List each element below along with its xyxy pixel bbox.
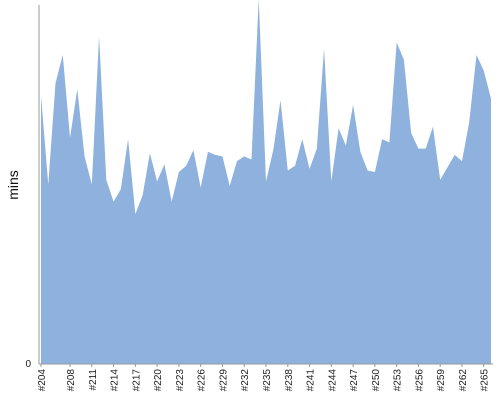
data-point — [69, 136, 72, 139]
data-point — [98, 35, 101, 38]
x-tick-label: #208 — [66, 369, 77, 392]
data-point — [475, 53, 478, 56]
y-axis-ticks: 0 — [25, 359, 31, 370]
data-point — [228, 185, 231, 188]
data-point — [315, 147, 318, 150]
data-point — [54, 82, 57, 85]
x-tick-label: #217 — [131, 369, 142, 392]
data-point — [265, 180, 268, 183]
data-point — [156, 180, 159, 183]
data-point — [482, 69, 485, 72]
data-point — [366, 169, 369, 172]
x-tick-label: #244 — [327, 369, 338, 392]
data-point — [119, 188, 122, 191]
data-point — [439, 178, 442, 181]
x-tick-label: #214 — [110, 369, 121, 392]
data-point — [453, 153, 456, 156]
data-point — [243, 155, 246, 158]
area-series — [41, 0, 491, 364]
data-point — [272, 149, 275, 152]
x-tick-label: #262 — [458, 369, 469, 392]
x-tick-label: #241 — [306, 369, 317, 392]
x-axis-ticks: #204 #208 #211 #214 #217 #220 #223 #226 #229 #232… — [37, 364, 491, 391]
x-tick-label: #259 — [436, 369, 447, 392]
x-tick-label: #238 — [284, 369, 295, 392]
x-tick-label: #232 — [240, 369, 251, 392]
data-point — [61, 53, 64, 56]
plot-area — [40, 0, 493, 364]
data-point — [105, 178, 108, 181]
data-point — [359, 150, 362, 153]
x-tick-label: #253 — [393, 369, 404, 392]
data-point — [76, 88, 79, 91]
data-point — [250, 158, 253, 161]
data-point — [388, 141, 391, 144]
data-point — [206, 150, 209, 153]
data-point — [163, 163, 166, 166]
x-tick-label: #204 — [37, 369, 48, 392]
data-point — [177, 171, 180, 174]
data-point — [417, 147, 420, 150]
x-tick-label: #250 — [371, 369, 382, 392]
data-point — [279, 99, 282, 102]
x-tick-label: #265 — [480, 369, 491, 392]
data-point — [490, 97, 493, 100]
data-point — [323, 47, 326, 50]
data-point — [344, 144, 347, 147]
data-point — [352, 103, 355, 106]
data-point — [185, 164, 188, 167]
data-point — [395, 41, 398, 44]
y-tick-label: 0 — [25, 359, 31, 370]
data-point — [199, 186, 202, 189]
data-point — [431, 125, 434, 128]
x-tick-label: #247 — [349, 369, 360, 392]
data-point — [373, 171, 376, 174]
data-point — [221, 155, 224, 158]
x-tick-label: #256 — [414, 369, 425, 392]
data-point — [460, 160, 463, 163]
data-point — [83, 155, 86, 158]
y-axis-label: mins — [5, 170, 21, 200]
data-point — [127, 138, 130, 141]
x-tick-label: #229 — [218, 369, 229, 392]
data-point — [301, 138, 304, 141]
data-point — [112, 200, 115, 203]
data-point — [40, 94, 43, 97]
data-point — [90, 183, 93, 186]
data-point — [446, 166, 449, 169]
data-point — [134, 213, 137, 216]
data-point — [468, 121, 471, 124]
x-tick-label: #220 — [153, 369, 164, 392]
data-point — [294, 164, 297, 167]
data-point — [192, 149, 195, 152]
data-point — [381, 138, 384, 141]
x-tick-label: #223 — [175, 369, 186, 392]
data-point — [424, 147, 427, 150]
x-tick-label: #211 — [88, 369, 99, 391]
data-point — [286, 169, 289, 172]
x-tick-label: #226 — [197, 369, 208, 392]
x-tick-label: #235 — [262, 369, 273, 392]
data-point — [402, 58, 405, 61]
data-point — [214, 153, 217, 156]
data-point — [337, 127, 340, 130]
data-point — [330, 180, 333, 183]
data-point — [148, 152, 151, 155]
data-point — [235, 160, 238, 163]
data-point — [410, 131, 413, 134]
data-point — [47, 183, 50, 186]
data-point — [141, 194, 144, 197]
data-point — [170, 200, 173, 203]
data-point — [308, 167, 311, 170]
